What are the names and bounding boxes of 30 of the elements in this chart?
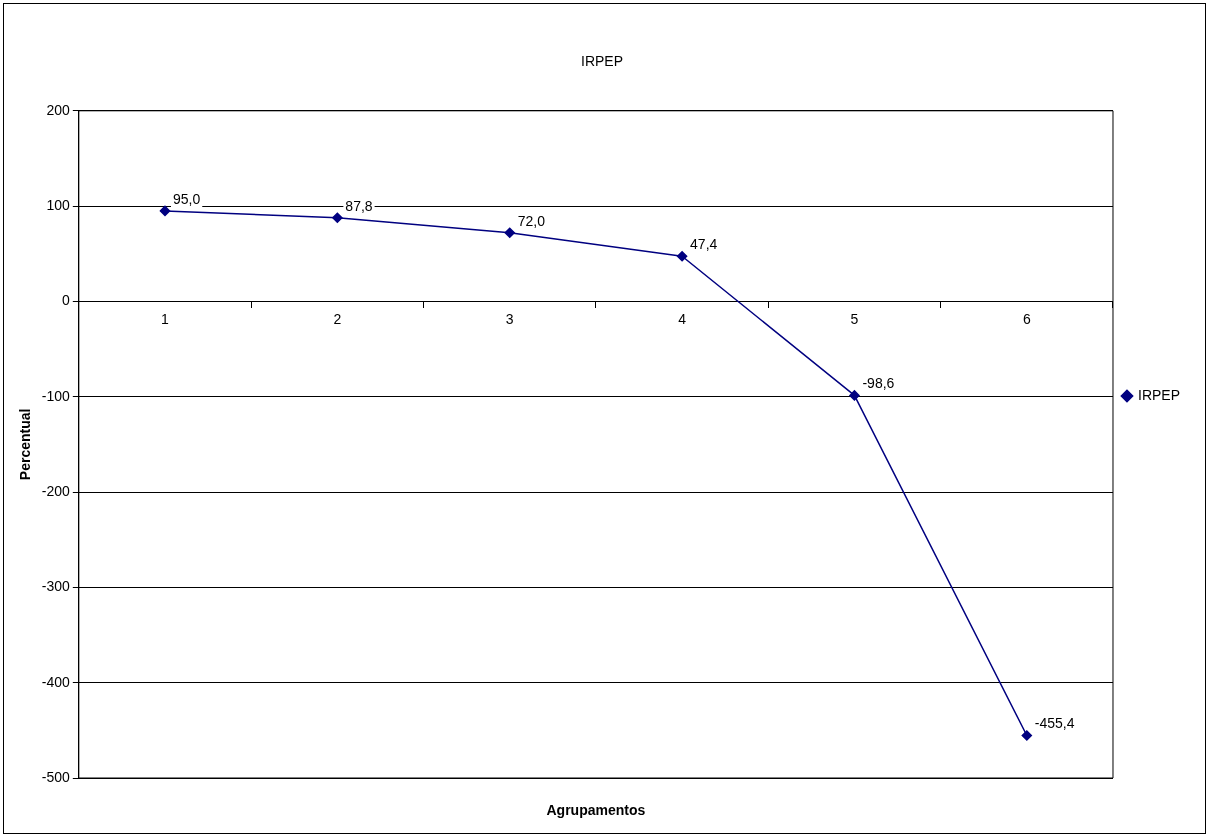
y-tick-label: -500 bbox=[41, 768, 71, 785]
x-tick-label: 1 bbox=[161, 310, 170, 327]
y-axis-title: Percentual bbox=[17, 408, 34, 481]
x-tick-label: 2 bbox=[333, 310, 342, 327]
point bbox=[332, 212, 343, 223]
y-tick-label: -400 bbox=[41, 673, 71, 690]
data-label: -98,6 bbox=[862, 375, 895, 392]
point bbox=[676, 251, 688, 262]
x-tick-label: 3 bbox=[505, 310, 514, 327]
point bbox=[504, 227, 515, 239]
x-axis-title: Agrupamentos bbox=[546, 801, 646, 818]
data-label: -455,4 bbox=[1034, 715, 1075, 732]
y-tick-label: 100 bbox=[46, 196, 71, 213]
x-tick-label: 6 bbox=[1022, 310, 1031, 327]
data-label: 72,0 bbox=[517, 212, 546, 229]
y-tick-label: 200 bbox=[46, 101, 71, 118]
point bbox=[1021, 730, 1033, 741]
x-tick-label: 4 bbox=[678, 310, 687, 327]
data-label: 87,8 bbox=[345, 197, 373, 214]
legend-label: IRPEP bbox=[1137, 386, 1180, 403]
y-tick-label: 0 bbox=[62, 292, 71, 309]
chart-title: IRPEP bbox=[580, 53, 624, 70]
data-label: 47,4 bbox=[690, 236, 718, 253]
data-label: 95,0 bbox=[173, 190, 201, 207]
y-tick-label: -100 bbox=[41, 387, 71, 404]
x-tick-label: 5 bbox=[850, 310, 859, 327]
y-tick-label: -200 bbox=[41, 482, 71, 499]
point bbox=[849, 390, 860, 401]
y-tick-label: -300 bbox=[41, 578, 71, 595]
point bbox=[159, 205, 171, 217]
